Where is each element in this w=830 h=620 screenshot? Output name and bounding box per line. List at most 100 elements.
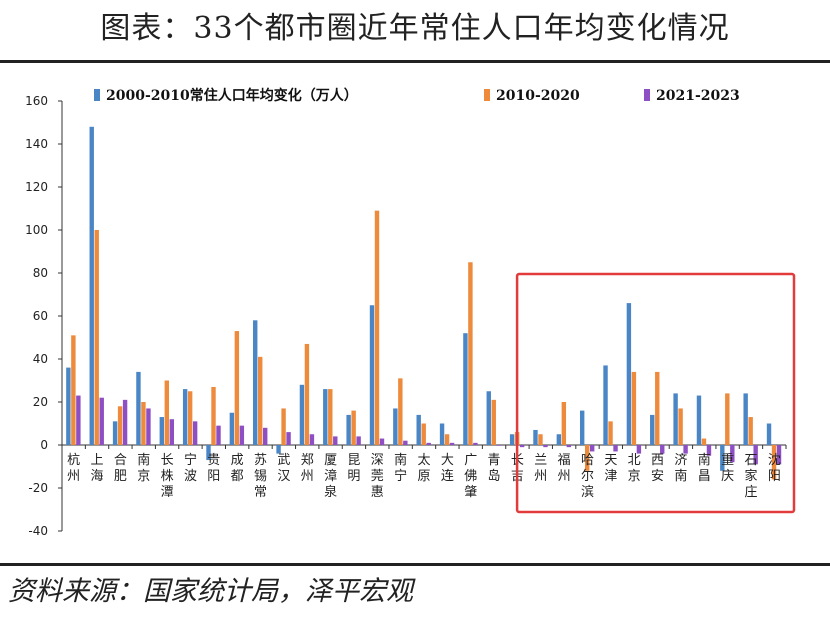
- bar-s2-6: [211, 386, 216, 445]
- chart-bars: [66, 126, 782, 480]
- bar-s3-2: [122, 399, 128, 445]
- bar-s1-7: [229, 412, 235, 445]
- category-label: 合肥: [114, 453, 127, 484]
- bar-s2-22: [584, 445, 590, 471]
- category-label: 武汉: [277, 453, 290, 484]
- bar-s1-0: [66, 367, 71, 445]
- bar-s2-30: [771, 445, 777, 480]
- category-label: 深莞惠: [371, 453, 384, 500]
- bar-s1-15: [416, 414, 421, 445]
- bar-s1-25: [650, 414, 655, 445]
- legend-swatch-3: [644, 89, 650, 101]
- bar-s1-18: [486, 391, 491, 445]
- bar-s3-17: [473, 442, 478, 445]
- bar-s1-12: [346, 414, 351, 445]
- bar-s1-9: [276, 445, 281, 454]
- bar-s2-2: [117, 406, 123, 445]
- bar-s1-2: [112, 421, 118, 445]
- bar-s2-10: [304, 343, 310, 445]
- y-tick-label: -20: [28, 481, 48, 495]
- category-label: 长株潭: [161, 453, 174, 500]
- bar-s1-26: [673, 393, 678, 445]
- category-label: 南京: [137, 452, 150, 484]
- category-label: 昆明: [347, 453, 360, 484]
- bar-s3-18: [496, 445, 501, 446]
- y-tick-label: 60: [33, 309, 48, 323]
- bar-s3-11: [333, 436, 338, 445]
- bar-s2-29: [748, 417, 753, 445]
- bar-s2-16: [444, 434, 450, 445]
- category-label: 杭州: [67, 453, 80, 484]
- bar-s2-11: [328, 389, 333, 445]
- bar-s1-5: [182, 389, 188, 445]
- bar-s1-16: [439, 423, 445, 445]
- category-label: 石家庄: [744, 453, 757, 500]
- bar-s2-24: [631, 371, 637, 445]
- category-label: 济南: [674, 453, 687, 484]
- y-tick-label: 20: [33, 395, 48, 409]
- bar-s3-14: [403, 440, 408, 445]
- y-tick-label: 160: [25, 94, 48, 108]
- bar-s3-7: [239, 425, 245, 445]
- bar-s2-17: [468, 262, 473, 445]
- y-tick-label: 40: [33, 352, 48, 366]
- source-note: 资料来源：国家统计局，泽平宏观: [8, 576, 413, 607]
- bar-s1-20: [533, 429, 538, 445]
- bar-s2-7: [234, 331, 240, 445]
- category-label: 西安: [651, 453, 664, 484]
- category-label: 大连: [441, 453, 454, 484]
- category-label: 郑州: [301, 453, 314, 484]
- bar-s1-11: [323, 389, 328, 445]
- bar-s2-0: [71, 335, 76, 445]
- bar-s2-9: [281, 408, 286, 445]
- top-divider: [0, 60, 830, 63]
- bar-s1-8: [253, 320, 258, 445]
- y-tick-label: -40: [28, 524, 48, 538]
- chart-category-labels: 杭州上海合肥南京长株潭宁波贵阳成都苏锡常武汉郑州厦漳泉昆明深莞惠南宁太原大连广佛…: [67, 452, 781, 500]
- bar-s3-27: [706, 445, 712, 456]
- bar-s1-3: [136, 371, 141, 445]
- bar-s3-1: [99, 397, 104, 445]
- bar-s3-28: [730, 445, 735, 463]
- bar-s3-4: [169, 419, 174, 445]
- category-label: 沈阳: [768, 453, 781, 484]
- category-label: 宁波: [184, 452, 197, 484]
- bar-s3-13: [379, 438, 385, 445]
- chart-highlight: [515, 272, 796, 514]
- bar-s2-25: [655, 371, 660, 445]
- bar-s3-16: [449, 442, 455, 445]
- bar-s1-22: [579, 410, 585, 445]
- bar-s3-22: [589, 445, 595, 452]
- chart-axes: -40 -20 0 20 40 60 80 100 120 140 160: [25, 94, 787, 538]
- bar-s3-21: [566, 445, 572, 448]
- bar-s3-9: [286, 432, 291, 445]
- bar-s2-14: [398, 378, 403, 445]
- bar-s1-14: [393, 408, 398, 445]
- bar-s3-15: [426, 442, 431, 445]
- category-label: 哈尔滨: [581, 453, 594, 500]
- bar-s1-13: [369, 305, 375, 445]
- category-label: 重庆: [721, 452, 734, 484]
- bar-s1-10: [299, 384, 305, 445]
- bar-s1-28: [720, 445, 725, 471]
- bar-s3-29: [753, 445, 758, 465]
- y-tick-label: 80: [33, 266, 48, 280]
- bar-s3-20: [543, 445, 548, 448]
- category-label: 北京: [628, 453, 641, 484]
- category-label: 成都: [231, 453, 244, 484]
- bar-s3-3: [146, 408, 151, 445]
- category-label: 南昌: [698, 452, 711, 484]
- category-label: 广佛肇: [464, 453, 477, 500]
- bottom-divider: [0, 563, 830, 566]
- y-tick-label: 0: [40, 438, 48, 452]
- bar-s3-25: [660, 445, 665, 454]
- bar-s3-10: [309, 434, 315, 445]
- bar-s1-30: [766, 423, 772, 445]
- category-label: 兰州: [534, 453, 547, 484]
- bar-s2-12: [351, 410, 356, 445]
- bar-s1-6: [206, 445, 211, 461]
- bar-s2-4: [164, 380, 169, 445]
- y-tick-label: 120: [25, 180, 48, 194]
- bar-s2-18: [491, 399, 496, 445]
- legend-label-1: 2000-2010常住人口年均变化（万人）: [106, 87, 358, 104]
